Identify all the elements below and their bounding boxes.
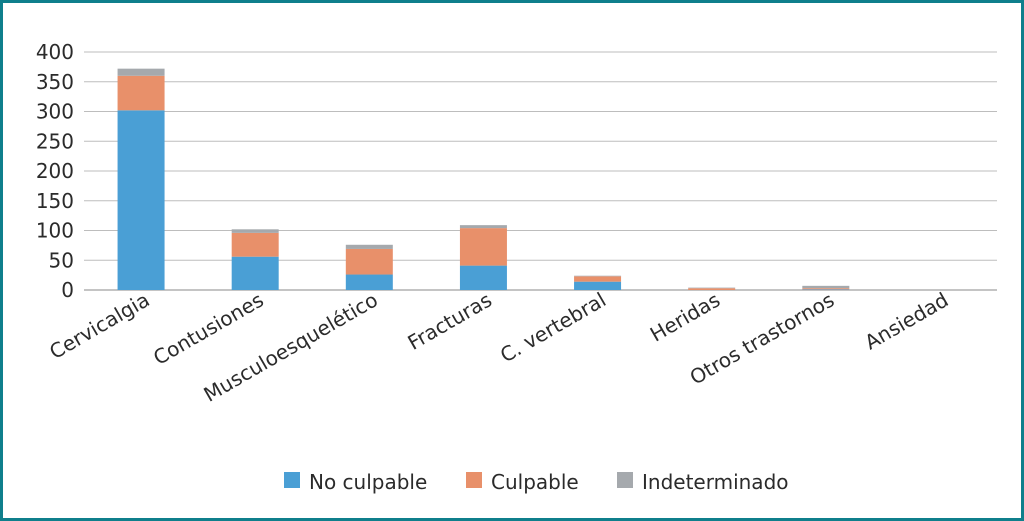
bar-segment <box>345 244 393 249</box>
category-label: Fracturas <box>403 288 495 355</box>
category-label: C. vertebral <box>496 288 610 368</box>
y-tick-label: 100 <box>36 219 74 243</box>
legend-label: Culpable <box>491 470 579 494</box>
legend-label: No culpable <box>309 470 427 494</box>
y-tick-label: 0 <box>61 278 74 302</box>
y-tick-label: 200 <box>36 159 74 183</box>
bar-segment <box>802 288 850 290</box>
bar-segment <box>231 232 279 257</box>
legend-swatch <box>617 472 633 488</box>
bar-segment <box>459 225 507 229</box>
category-label: Ansiedad <box>861 288 953 355</box>
y-tick-label: 400 <box>36 40 74 64</box>
bar-segment <box>688 288 736 290</box>
bar-segment <box>231 229 279 233</box>
bar-segment <box>688 287 736 289</box>
bar-segment <box>802 289 850 290</box>
bar-segment <box>802 285 850 289</box>
bar-segment <box>345 248 393 275</box>
bar-segment <box>231 256 279 290</box>
y-tick-label: 250 <box>36 129 74 153</box>
bar-segment <box>117 68 165 76</box>
bar-segment <box>117 75 165 111</box>
legend-swatch <box>466 472 482 488</box>
bar-segment <box>574 275 622 277</box>
bar-segment <box>459 228 507 266</box>
bar-segment <box>574 281 622 290</box>
y-tick-label: 300 <box>36 100 74 124</box>
bar-segment <box>345 274 393 290</box>
y-tick-label: 350 <box>36 70 74 94</box>
bar-segment <box>117 110 165 290</box>
legend-swatch <box>284 472 300 488</box>
legend-label: Indeterminado <box>642 470 789 494</box>
y-tick-label: 150 <box>36 189 74 213</box>
category-label: Heridas <box>646 288 724 347</box>
y-tick-label: 50 <box>49 248 74 272</box>
bar-segment <box>459 265 507 290</box>
bar-segment <box>574 276 622 282</box>
